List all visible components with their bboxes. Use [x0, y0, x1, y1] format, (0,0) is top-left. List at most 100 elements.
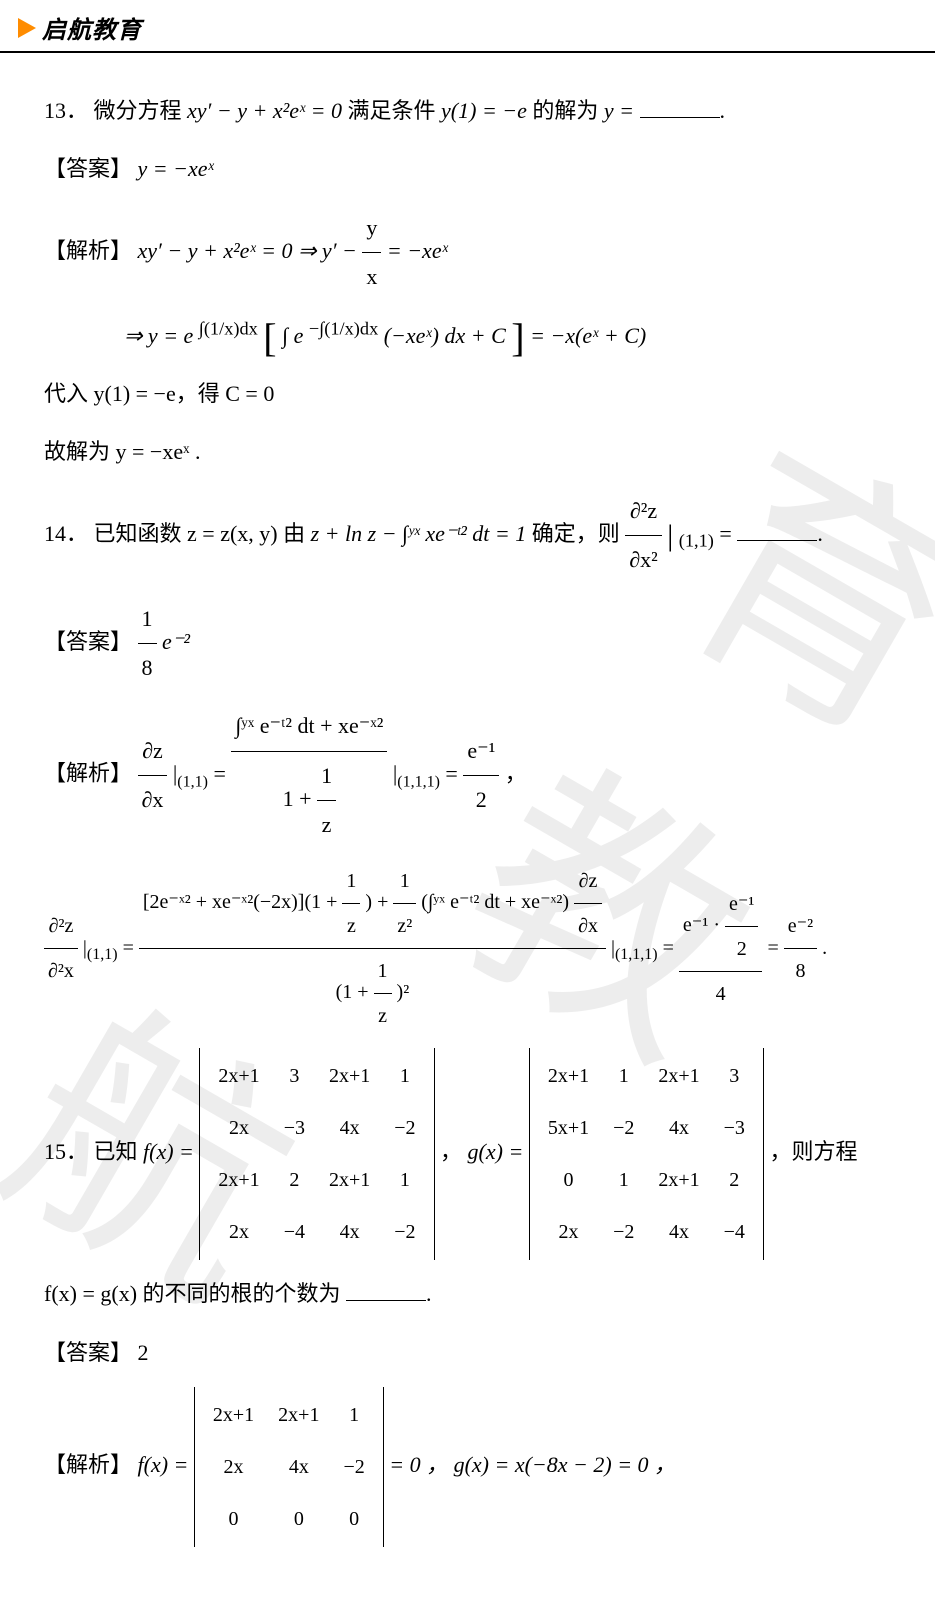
fraction: ∂²z ∂²x [44, 904, 78, 993]
text: 的解为 [532, 98, 604, 123]
det-cell: −2 [382, 1206, 427, 1258]
det-cell: −2 [331, 1441, 376, 1493]
det-cell: 2x+1 [646, 1050, 711, 1102]
numer: e⁻¹ · e⁻¹2 [679, 882, 763, 972]
denom: 4 [679, 972, 763, 1016]
math: ) + [365, 892, 393, 914]
text: 满足条件 [348, 98, 442, 123]
text: ， [440, 1140, 462, 1165]
math: g(x) = [468, 1140, 529, 1165]
math: (−xeˣ) dx + C [384, 323, 506, 348]
math: = −xeˣ [387, 238, 448, 263]
text: 代入 y(1) = −e，得 C = 0 [44, 381, 274, 406]
det-cell: 2x+1 [317, 1050, 382, 1102]
q15-solution: 【解析】 f(x) = 2x+12x+112x4x−2000 = 0 ， g(x… [44, 1387, 891, 1547]
denom: 2 [463, 776, 499, 824]
numer: 1 [317, 752, 336, 801]
vbar-icon: | [667, 519, 673, 552]
det-cell: 2x [206, 1102, 271, 1154]
fraction: y x [362, 204, 381, 302]
det-cell: −3 [712, 1102, 757, 1154]
det-cell: 2x+1 [646, 1154, 711, 1206]
header: 启航教育 [0, 0, 935, 53]
det-cell: −2 [601, 1206, 646, 1258]
det-cell: −4 [272, 1206, 317, 1258]
det-cell: −2 [601, 1102, 646, 1154]
text: ， [505, 761, 527, 786]
text: 1 + [283, 786, 317, 811]
q14-solution-line2: ∂²z ∂²x |(1,1) = [2e⁻ˣ² + xe⁻ˣ²(−2x)](1 … [44, 859, 891, 1038]
exp: −∫(1/x)dx [309, 318, 378, 338]
text: ，则方程 [769, 1140, 857, 1165]
det-cell: 2x+1 [317, 1154, 382, 1206]
q-number: 15． [44, 1140, 88, 1165]
det-cell: 2x [206, 1206, 271, 1258]
fraction: e⁻¹ 2 [463, 727, 499, 825]
det-cell: 3 [712, 1050, 757, 1102]
numer: ∂z [138, 727, 168, 776]
numer: [2e⁻ˣ² + xe⁻ˣ²(−2x)](1 + 1z ) + 1z² (∫ʸˣ… [139, 859, 606, 949]
determinant: 2x+12x+112x4x−2000 [194, 1387, 384, 1547]
q15-answer: 【答案】 2 [44, 1329, 891, 1377]
fraction: e⁻¹ · e⁻¹2 4 [679, 882, 763, 1016]
fraction: 1 8 [138, 595, 157, 693]
denom: 8 [138, 644, 157, 692]
math: z + ln z − ∫ʸˣ xe⁻ᵗ² dt = 1 [311, 521, 527, 546]
numer: e⁻¹ [725, 882, 758, 927]
q14-solution-line1: 【解析】 ∂z ∂x |(1,1) = ∫ʸˣ e⁻ᵗ² dt + xe⁻ˣ² … [44, 702, 891, 849]
text: f(x) = g(x) 的不同的根的个数为 [44, 1281, 341, 1306]
denom: z [342, 904, 360, 948]
math: xy′ − y + x²eˣ = 0 [187, 98, 342, 123]
det-cell: 2x+1 [201, 1389, 266, 1441]
bracket-icon: [ [263, 315, 276, 360]
math: ∫ e [282, 323, 303, 348]
det-cell: 2x+1 [266, 1389, 331, 1441]
det-cell: 2 [272, 1154, 317, 1206]
math: [2e⁻ˣ² + xe⁻ˣ²(−2x)](1 + [143, 892, 343, 914]
fraction: ∂z ∂x [138, 727, 168, 825]
det-cell: 4x [646, 1206, 711, 1258]
blank [737, 515, 817, 540]
answer-label: 【答案】 [44, 156, 132, 181]
denom: z [374, 994, 392, 1038]
numer: e⁻² [784, 904, 817, 949]
answer-label: 【答案】 [44, 628, 132, 653]
denom: z [317, 801, 336, 849]
math: = −x(eˣ + C) [530, 323, 646, 348]
blank [640, 93, 720, 118]
q13-solution-line2: ⇒ y = e ∫(1/x)dx [ ∫ e −∫(1/x)dx (−xeˣ) … [44, 312, 891, 360]
numer: y [362, 204, 381, 253]
numer: 1 [342, 859, 360, 904]
q13-answer: 【答案】 y = −xeˣ [44, 145, 891, 193]
q14-answer: 【答案】 1 8 e⁻² [44, 595, 891, 693]
exp: ∫(1/x)dx [199, 318, 258, 338]
answer-label: 【答案】 [44, 1340, 132, 1365]
fraction: 1z² [393, 859, 416, 948]
denom: 1 + 1 z [231, 752, 387, 850]
det-cell: 2x [536, 1206, 601, 1258]
det-cell: 5x+1 [536, 1102, 601, 1154]
det-cell: 1 [601, 1154, 646, 1206]
fraction: e⁻¹2 [725, 882, 758, 971]
fraction: [2e⁻ˣ² + xe⁻ˣ²(−2x)](1 + 1z ) + 1z² (∫ʸˣ… [139, 859, 606, 1038]
subscript: (1,1,1) [615, 946, 658, 963]
math: y(1) = −e [441, 98, 527, 123]
det-cell: 2 [712, 1154, 757, 1206]
fraction: ∂z∂x [574, 859, 602, 948]
det-cell: 2x [201, 1441, 266, 1493]
math: y = −xeˣ [138, 156, 214, 181]
numer: ∫ʸˣ e⁻ᵗ² dt + xe⁻ˣ² [231, 702, 387, 751]
text: 确定，则 [532, 521, 626, 546]
denom: x [362, 253, 381, 301]
q13-solution-line4: 故解为 y = −xeˣ . [44, 428, 891, 476]
det-cell: 0 [266, 1493, 331, 1545]
fraction: 1z [342, 859, 360, 948]
q13-solution: 【解析】 xy′ − y + x²eˣ = 0 ⇒ y′ − y x = −xe… [44, 204, 891, 302]
solution-label: 【解析】 [44, 1452, 132, 1477]
text: 故解为 y = −xeˣ . [44, 439, 200, 464]
det-cell: 2x+1 [206, 1050, 271, 1102]
math: (∫ʸˣ e⁻ᵗ² dt + xe⁻ˣ²) [421, 892, 569, 914]
denom: ∂x [574, 904, 602, 948]
math: f(x) = [138, 1452, 194, 1477]
math: = 0 ， g(x) = x(−8x − 2) = 0 ， [389, 1452, 676, 1477]
